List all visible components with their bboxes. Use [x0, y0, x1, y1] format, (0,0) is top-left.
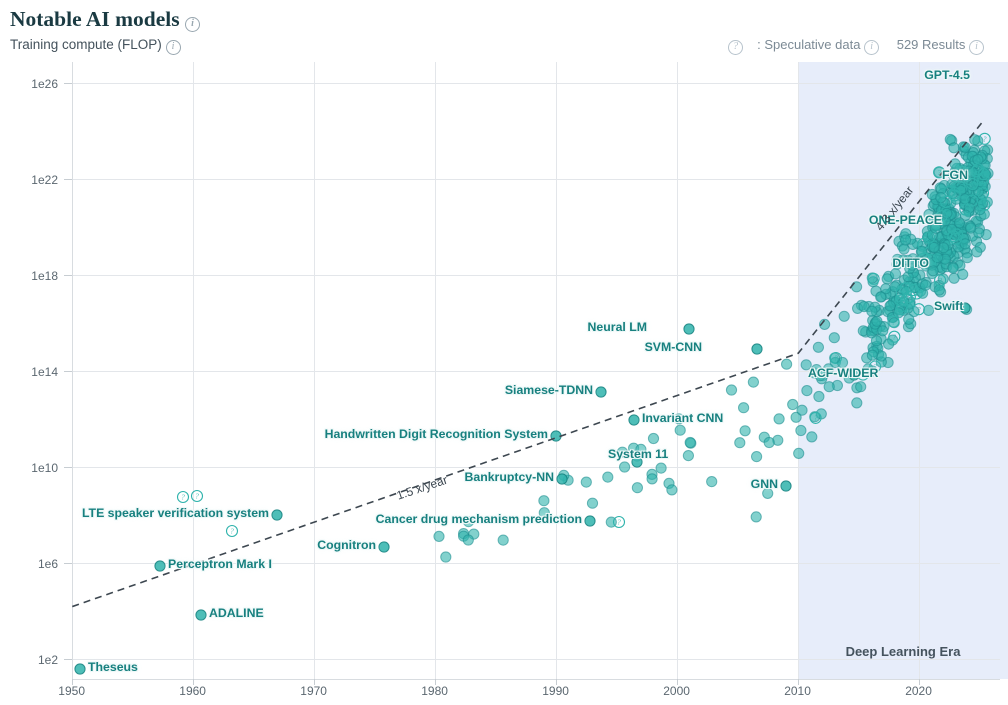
svg-text:?: ?: [981, 190, 985, 198]
svg-text:?: ?: [905, 296, 909, 304]
svg-text:?: ?: [892, 318, 896, 326]
svg-text:?: ?: [893, 333, 897, 341]
svg-text:?: ?: [617, 519, 621, 527]
svg-text:?: ?: [195, 493, 199, 501]
svg-text:?: ?: [922, 241, 926, 249]
svg-text:?: ?: [899, 306, 903, 314]
svg-text:?: ?: [964, 206, 968, 214]
svg-text:?: ?: [983, 202, 987, 210]
svg-text:?: ?: [954, 235, 958, 243]
svg-text:?: ?: [814, 415, 818, 423]
svg-text:?: ?: [944, 199, 948, 207]
svg-text:?: ?: [230, 528, 234, 536]
svg-text:?: ?: [915, 290, 919, 298]
svg-text:?: ?: [917, 306, 921, 314]
svg-text:?: ?: [958, 183, 962, 191]
svg-text:?: ?: [181, 494, 185, 502]
svg-text:?: ?: [983, 135, 987, 143]
svg-text:?: ?: [982, 175, 986, 183]
svg-text:?: ?: [938, 277, 942, 285]
svg-text:?: ?: [872, 275, 876, 283]
svg-text:?: ?: [937, 169, 941, 177]
svg-text:?: ?: [834, 355, 838, 363]
svg-text:?: ?: [970, 197, 974, 205]
